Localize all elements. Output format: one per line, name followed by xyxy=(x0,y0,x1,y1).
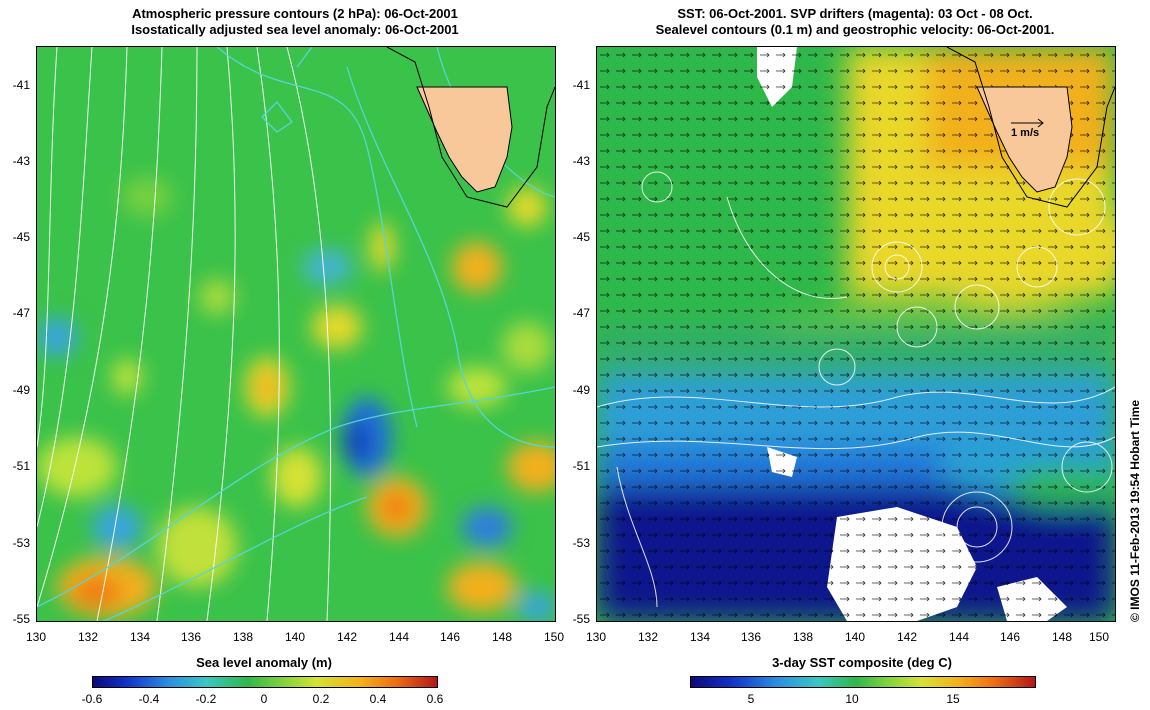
sea-level-colorbar xyxy=(92,676,438,688)
colorbar-tick: 0.2 xyxy=(312,692,330,706)
lat-tick: -47 xyxy=(572,306,590,320)
velocity-scale-label: 1 m/s xyxy=(1011,127,1040,139)
lon-tick: 142 xyxy=(896,630,918,644)
lat-tick: -55 xyxy=(12,612,30,626)
left-colorbar-title: Sea level anomaly (m) xyxy=(196,655,332,670)
credit-text: © IMOS 11-Feb-2013 19:54 Hobart Time xyxy=(1128,399,1142,622)
lon-tick: 142 xyxy=(336,630,358,644)
lat-tick: -41 xyxy=(572,78,590,92)
lat-tick: -53 xyxy=(12,536,30,550)
colorbar-tick: -0.2 xyxy=(195,692,217,706)
colorbar-tick: 15 xyxy=(946,692,960,706)
sea-level-map-svg xyxy=(37,47,555,621)
sst-map: 1 m/s xyxy=(596,46,1116,622)
lon-tick: 146 xyxy=(439,630,461,644)
lon-tick: 136 xyxy=(740,630,762,644)
lat-tick: -43 xyxy=(12,154,30,168)
colorbar-tick: -0.6 xyxy=(81,692,103,706)
right-title-line1: SST: 06-Oct-2001. SVP drifters (magenta)… xyxy=(677,6,1033,21)
lat-tick: -49 xyxy=(12,383,30,397)
lat-tick: -41 xyxy=(12,78,30,92)
colorbar-tick: -0.4 xyxy=(138,692,160,706)
lon-tick: 138 xyxy=(232,630,254,644)
colorbar-tick: 10 xyxy=(845,692,859,706)
lat-tick: -45 xyxy=(12,230,30,244)
pressure-contours xyxy=(37,47,332,621)
lat-tick: -43 xyxy=(572,154,590,168)
tasmania-land-right xyxy=(946,47,1115,208)
left-title-line2: Isostatically adjusted sea level anomaly… xyxy=(131,22,459,37)
tasmania-land xyxy=(386,47,555,208)
colorbar-tick: 0.6 xyxy=(426,692,444,706)
lat-tick: -51 xyxy=(12,459,30,473)
colorbar-tick: 5 xyxy=(747,692,755,706)
lon-tick: 148 xyxy=(1051,630,1073,644)
lon-tick: 132 xyxy=(77,630,99,644)
sea-level-contours-right xyxy=(597,171,1115,608)
lon-tick: 130 xyxy=(585,630,607,644)
lon-tick: 132 xyxy=(637,630,659,644)
right-colorbar-title: 3-day SST composite (deg C) xyxy=(772,655,952,670)
lon-tick: 138 xyxy=(792,630,814,644)
colorbar-tick: 0.4 xyxy=(369,692,387,706)
lon-tick: 130 xyxy=(25,630,47,644)
sea-level-map xyxy=(36,46,556,622)
lon-tick: 140 xyxy=(844,630,866,644)
sea-level-anomaly-field xyxy=(37,177,555,621)
sst-map-svg xyxy=(597,47,1115,621)
lon-tick: 134 xyxy=(689,630,711,644)
sea-level-contours xyxy=(37,47,555,621)
velocity-scale-arrow xyxy=(1011,118,1044,128)
right-title: SST: 06-Oct-2001. SVP drifters (magenta)… xyxy=(596,6,1114,38)
lon-tick: 144 xyxy=(948,630,970,644)
lon-tick: 140 xyxy=(284,630,306,644)
lat-tick: -55 xyxy=(572,612,590,626)
lon-tick: 150 xyxy=(543,630,565,644)
colorbar-tick: 0 xyxy=(260,692,268,706)
lon-tick: 150 xyxy=(1088,630,1110,644)
left-title: Atmospheric pressure contours (2 hPa): 0… xyxy=(36,6,554,38)
lat-tick: -47 xyxy=(12,306,30,320)
lon-tick: 148 xyxy=(491,630,513,644)
lat-tick: -45 xyxy=(572,230,590,244)
sst-colorbar xyxy=(690,676,1036,688)
left-title-line1: Atmospheric pressure contours (2 hPa): 0… xyxy=(132,6,458,21)
lat-tick: -51 xyxy=(572,459,590,473)
lon-tick: 134 xyxy=(129,630,151,644)
lon-tick: 144 xyxy=(388,630,410,644)
lon-tick: 146 xyxy=(999,630,1021,644)
lat-tick: -53 xyxy=(572,536,590,550)
lat-tick: -49 xyxy=(572,383,590,397)
right-title-line2: Sealevel contours (0.1 m) and geostrophi… xyxy=(655,22,1055,37)
lon-tick: 136 xyxy=(180,630,202,644)
